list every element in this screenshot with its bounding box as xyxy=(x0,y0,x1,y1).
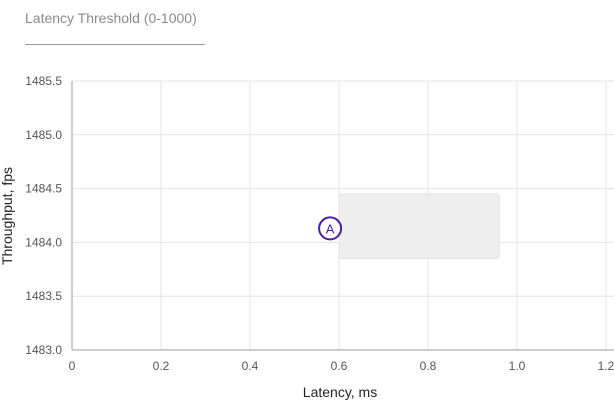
data-point-label: A xyxy=(326,221,335,236)
y-tick-label: 1483.0 xyxy=(25,343,62,357)
x-axis-title: Latency, ms xyxy=(303,384,377,400)
y-tick-label: 1485.0 xyxy=(25,128,62,142)
x-axis-tick-labels: 0 0.2 0.4 0.6 0.8 1.0 1.2 xyxy=(69,359,614,373)
x-tick-label: 0.8 xyxy=(420,359,437,373)
latency-threshold-input[interactable] xyxy=(25,8,205,45)
x-tick-label: 1.0 xyxy=(509,359,526,373)
data-points: A xyxy=(318,216,343,241)
y-tick-label: 1484.5 xyxy=(25,182,62,196)
latency-threshold-field[interactable] xyxy=(25,8,205,46)
y-tick-label: 1483.5 xyxy=(25,289,62,303)
x-tick-label: 0.2 xyxy=(153,359,170,373)
axes xyxy=(71,81,614,351)
tooltip-box xyxy=(338,193,500,260)
y-axis-title: Throughput, fps xyxy=(0,167,15,265)
x-tick-label: 0.4 xyxy=(242,359,259,373)
y-tick-label: 1484.0 xyxy=(25,235,62,249)
data-point[interactable] xyxy=(318,216,343,241)
y-tick-label: 1485.5 xyxy=(25,74,62,88)
x-tick-label: 0.6 xyxy=(331,359,348,373)
x-tick-label: 1.2 xyxy=(598,359,614,373)
y-axis-tick-labels: 1483.0 1483.5 1484.0 1484.5 1485.0 1485.5 xyxy=(25,74,62,357)
hover-tooltip xyxy=(338,193,500,260)
x-tick-label: 0 xyxy=(69,359,76,373)
